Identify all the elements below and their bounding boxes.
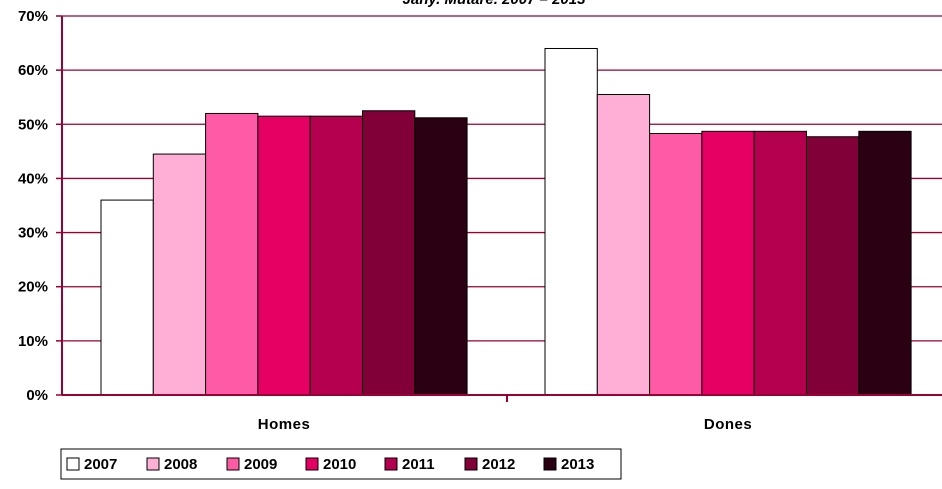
y-tick-label: 20% <box>18 279 48 296</box>
category-label: Dones <box>704 416 752 433</box>
bar-2008-dones <box>596 94 651 396</box>
bar-2013-dones <box>858 130 912 396</box>
bar-2012-homes <box>362 110 416 396</box>
legend-label: 2010 <box>323 456 356 473</box>
category-label: Homes <box>258 416 311 433</box>
bar-2007-dones <box>544 47 598 396</box>
y-tick-label: 40% <box>18 170 48 187</box>
bar-2011-dones <box>753 130 808 396</box>
legend-swatch <box>384 457 398 471</box>
legend-box <box>60 448 622 480</box>
y-tick-label: 70% <box>18 8 48 25</box>
y-tick-label: 60% <box>18 62 48 79</box>
bar-2007-homes <box>100 199 154 396</box>
axes <box>56 15 942 402</box>
y-tick-label: 30% <box>18 225 48 242</box>
legend-label: 2009 <box>244 456 277 473</box>
legend-label: 2011 <box>402 456 435 473</box>
legend-swatch <box>146 457 160 471</box>
y-tick-label: 50% <box>18 116 48 133</box>
bar-2008-homes <box>152 153 207 396</box>
y-tick-label: 10% <box>18 333 48 350</box>
legend-swatch <box>66 457 80 471</box>
legend-label: 2012 <box>482 456 515 473</box>
legend: 2007 2008 2009 2010 2011 2012 2013 <box>60 448 622 480</box>
legend-swatch <box>464 457 478 471</box>
y-tick-label: 0% <box>26 387 48 404</box>
bars <box>100 47 912 396</box>
bar-2009-homes <box>205 112 259 396</box>
legend-label: 2007 <box>84 456 117 473</box>
legend-swatch <box>543 457 557 471</box>
bar-2013-homes <box>414 117 468 396</box>
chart-title: Jany. Mutare. 2007 – 2013 <box>403 0 587 8</box>
bar-2012-dones <box>806 136 860 396</box>
bar-2009-dones <box>649 132 703 396</box>
axis-labels: 0% 10% 20% 30% 40% 50% 60% 70% Homes Dones <box>18 8 752 433</box>
legend-swatch <box>226 457 240 471</box>
legend-swatch <box>305 457 319 471</box>
bar-2011-homes <box>309 115 364 396</box>
legend-label: 2008 <box>164 456 197 473</box>
bar-2010-dones <box>701 130 755 396</box>
bar-2010-homes <box>257 115 311 396</box>
legend-label: 2013 <box>561 456 594 473</box>
